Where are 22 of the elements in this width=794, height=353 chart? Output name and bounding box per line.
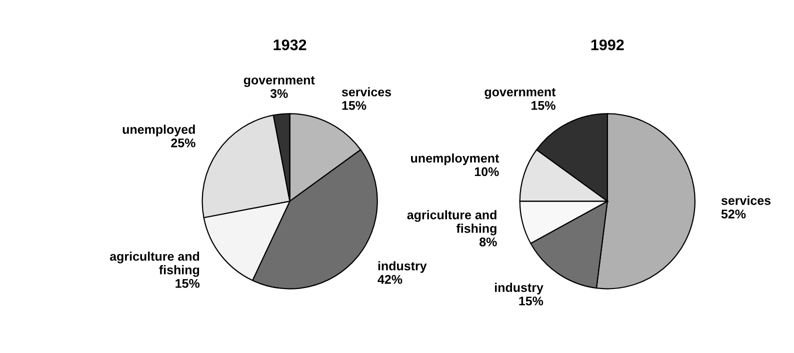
slice-label: government [244, 76, 315, 87]
slice-label: industry [378, 261, 427, 273]
data-label: 10% [474, 167, 499, 176]
slice-label: agriculture and fishing [407, 210, 496, 236]
data-label: 15% [519, 296, 544, 306]
data-label: 42% [378, 274, 402, 284]
slice-label: services [721, 196, 771, 205]
data-label: 25% [171, 138, 196, 148]
data-label: 15% [176, 279, 200, 288]
chart-title: 1992 [591, 39, 624, 50]
slice-label: industry [495, 282, 544, 294]
data-label: 8% [480, 238, 497, 246]
slice-label: services [342, 87, 392, 96]
slice-label: unemployment [411, 153, 500, 166]
slice-label: unemployed [122, 124, 195, 136]
slice-label: government [484, 88, 556, 99]
chart-title: 1932 [274, 39, 306, 50]
data-label: 52% [721, 210, 746, 218]
data-label: 15% [532, 101, 556, 110]
data-label: 3% [270, 89, 288, 98]
slice-label: agriculture and fishing [110, 252, 200, 277]
data-label: 15% [342, 101, 366, 110]
